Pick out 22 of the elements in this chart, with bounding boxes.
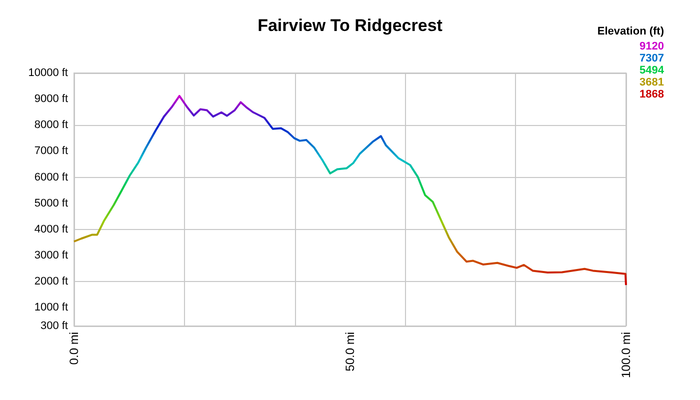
y-tick-label: 4000 ft <box>34 223 68 236</box>
x-tick-label: 0.0 mi <box>67 332 81 365</box>
y-tick-label: 10000 ft <box>28 67 68 79</box>
y-tick-label: 7000 ft <box>34 145 68 158</box>
chart-title: Fairview To Ridgecrest <box>258 16 443 35</box>
y-tick-label: 2000 ft <box>34 276 68 288</box>
y-tick-label: 5000 ft <box>34 197 68 210</box>
y-tick-label: 8000 ft <box>34 119 68 132</box>
text: 3681 <box>640 76 664 88</box>
y-tick-label: 6000 ft <box>34 171 68 184</box>
y-tick-label: 1000 ft <box>34 302 68 314</box>
y-tick-label: 9000 ft <box>34 93 68 106</box>
text: 1868 <box>640 88 664 100</box>
text: 5494 <box>640 64 665 76</box>
y-tick-label: 300 ft <box>40 320 68 332</box>
y-tick-label: 3000 ft <box>34 250 68 262</box>
x-tick-label: 50.0 mi <box>343 332 357 372</box>
x-tick-label: 100.0 mi <box>619 332 633 378</box>
text: 7307 <box>640 52 664 64</box>
line-series <box>73 94 627 286</box>
color-bar-title: Elevation (ft) <box>597 26 664 38</box>
text: 9120 <box>640 40 664 52</box>
